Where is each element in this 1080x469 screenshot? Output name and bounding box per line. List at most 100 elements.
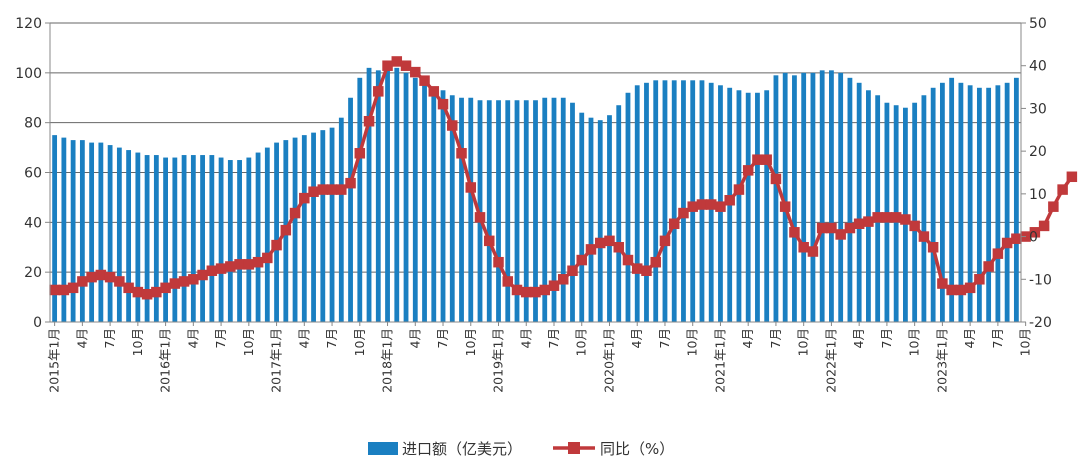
bar [847,77,853,322]
legend: 进口额（亿美元） 同比（%） [368,440,674,458]
right-tick-label: 50 [1029,16,1047,32]
left-tick-label: 100 [15,66,42,82]
bar [764,90,770,323]
x-tick-label: 10月 [130,328,145,356]
bar [967,85,973,323]
line-point [132,286,144,298]
line-point [225,261,236,272]
x-tick-label: 2022年1月 [823,328,838,393]
bar [533,100,538,322]
legend-line-marker [568,442,580,454]
line-point [474,212,486,223]
line-point [724,195,735,206]
line-point [816,222,828,234]
x-tick-label: 4月 [629,328,644,348]
right-tick-label: 10 [1029,187,1047,203]
bar [431,87,437,323]
bar [681,80,686,322]
bar [135,152,141,322]
bar [98,142,104,322]
x-tick-label: 7月 [990,328,1005,348]
line-point [511,284,523,296]
x-tick-label: 4月 [407,328,422,348]
line-point [678,207,689,219]
bar [616,105,622,322]
bar [264,147,270,322]
line-point [345,177,356,189]
line-point [1029,227,1041,238]
line-point [1011,233,1022,244]
bar [930,87,936,323]
bar [597,120,603,322]
bar [375,70,381,322]
bar [958,82,964,322]
line-point [363,115,375,127]
left-tick-label: 80 [24,116,42,132]
right-tick-label: 40 [1029,59,1047,75]
line-point [419,75,430,86]
line-point [178,276,190,287]
line-point [317,184,329,195]
bar [819,70,825,322]
bar [218,157,224,322]
line-point [835,229,846,240]
bar [912,102,918,322]
legend-line-label: 同比（%） [600,440,674,458]
line-point [67,282,79,294]
line-point [428,86,440,97]
x-tick-label: 7月 [546,328,561,348]
bar [542,97,548,322]
line-point [326,184,338,195]
line-point [853,218,865,230]
line-point [909,220,920,232]
line-point [141,288,153,300]
line-point [336,184,347,195]
line-point [262,252,273,264]
line-point [308,186,319,197]
line-series [49,56,1078,300]
bar [52,135,58,322]
bar [986,87,992,323]
left-tick-label: 60 [24,166,42,182]
line-point [437,98,449,110]
x-tick-label: 2017年1月 [269,328,284,393]
bar [995,85,1001,323]
line-point [807,246,819,257]
bar [792,75,797,322]
x-tick-label: 10月 [796,328,811,356]
x-tick-label: 7月 [213,328,228,348]
bar [412,77,418,322]
bar [440,90,446,323]
bar [514,100,520,322]
line-point [86,271,97,283]
bar [70,140,76,322]
bar [1013,77,1019,322]
bar [1004,82,1010,322]
line-point [530,286,541,298]
line-point [844,222,856,234]
bar [829,70,834,322]
line-point [927,242,939,253]
line-point [234,259,245,270]
bar [227,160,233,322]
x-tick-label: 7月 [102,328,117,348]
line-point [354,148,366,159]
line-point [243,259,255,270]
line-point [770,173,782,185]
bar [949,77,955,322]
left-tick-label: 20 [24,265,42,281]
bar [662,80,668,322]
x-tick-label: 2021年1月 [712,328,727,393]
line-point [992,248,1004,259]
line-point [585,244,597,255]
line-point [382,60,393,71]
bar [690,80,696,322]
x-tick-label: 10月 [1018,328,1033,356]
line-point [946,284,957,296]
line-point [1048,201,1059,212]
line-point [456,148,467,159]
line-point [761,154,772,165]
bar [79,140,85,322]
x-tick-label: 4月 [185,328,200,348]
